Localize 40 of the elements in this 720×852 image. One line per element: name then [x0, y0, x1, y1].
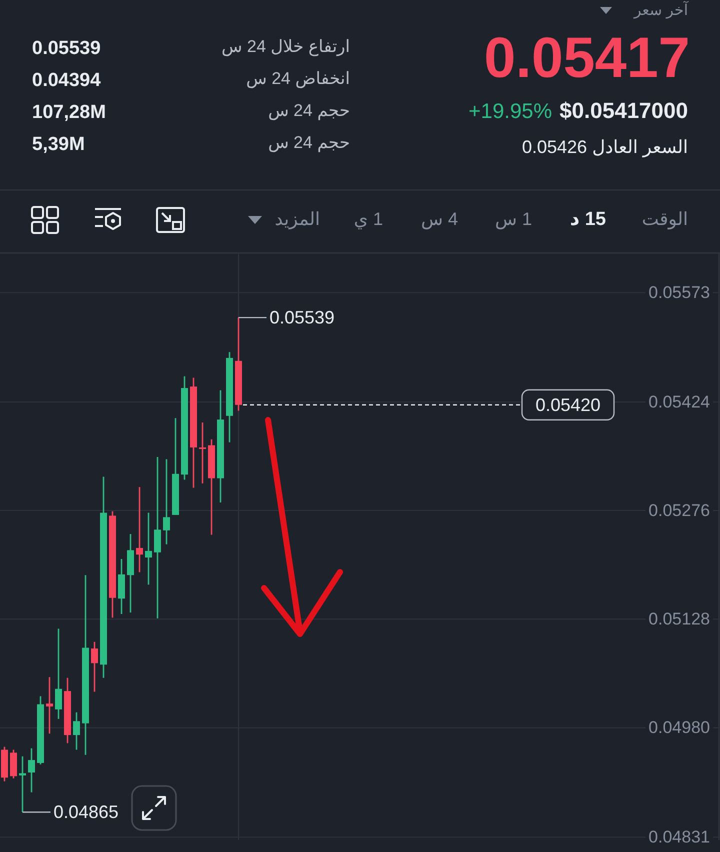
text: 4 س: [421, 208, 458, 230]
candlestick: [163, 458, 170, 545]
candlestick: [154, 456, 161, 620]
text: 107,28M: [32, 102, 106, 123]
text: +19.95%: [468, 100, 552, 123]
y-tick-label: 0.05276: [648, 501, 710, 520]
text: حجم 24 س: [268, 100, 350, 122]
text: 1 س: [495, 208, 532, 230]
annotation: 0.05539: [270, 308, 335, 328]
y-tick-label: 0.05573: [648, 283, 710, 302]
candlestick: [46, 676, 53, 734]
candlestick: [145, 512, 152, 586]
candlestick: [73, 712, 80, 750]
candlestick: [91, 641, 98, 692]
y-tick-label: 0.05424: [648, 392, 710, 412]
text: انخفاض 24 س: [246, 68, 350, 90]
candlestick: [10, 749, 17, 780]
text: ارتفاع خلال 24 س: [222, 36, 350, 58]
candlestick: [199, 422, 206, 484]
text: حجم 24 س: [268, 132, 350, 154]
candlestick: [136, 486, 143, 573]
annotation: 0.04865: [54, 802, 119, 822]
text: $0.05417000: [560, 98, 688, 123]
text: المزيد: [274, 208, 320, 230]
candlestick: [19, 756, 26, 813]
candlestick: [28, 748, 35, 794]
text: 0.05417: [484, 26, 690, 90]
text: 0.05539: [32, 38, 101, 59]
y-tick-label: 0.04980: [648, 718, 710, 738]
text: 15 د: [570, 208, 606, 232]
text: 1 ي: [354, 208, 383, 230]
ref-line-label: 0.05420: [535, 394, 601, 415]
text: الوقت: [642, 208, 688, 230]
y-tick-label: 0.04831: [648, 828, 710, 847]
text: 0.04394: [32, 70, 101, 91]
text: آخر سعر: [634, 0, 688, 21]
candlestick: [55, 628, 62, 720]
text: السعر العادل 0.05426: [522, 136, 688, 158]
text: 5,39M: [32, 134, 85, 155]
y-tick-label: 0.05128: [648, 610, 710, 629]
